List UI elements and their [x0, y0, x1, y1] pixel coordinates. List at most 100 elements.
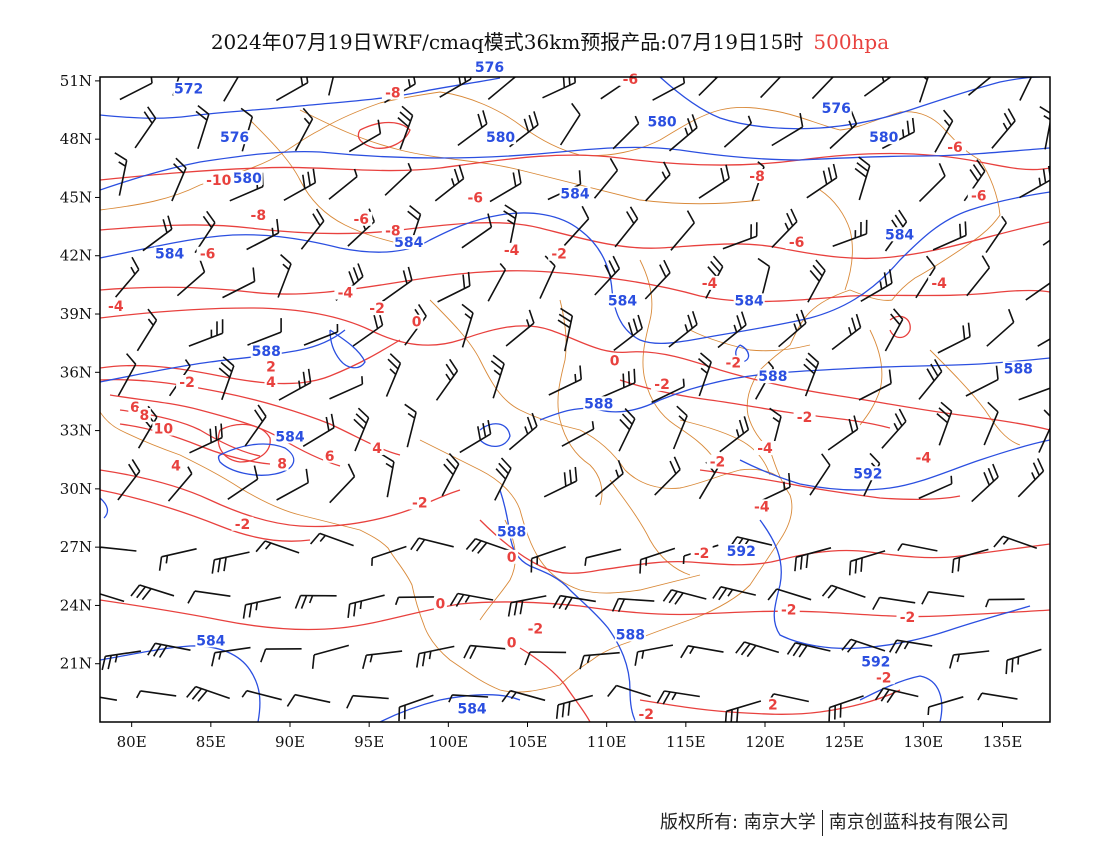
temperature-label-bg	[203, 172, 235, 187]
height-contour	[759, 519, 1031, 650]
wind-barb	[346, 694, 389, 709]
temperature-contour	[100, 221, 1050, 260]
wind-barb	[382, 266, 413, 302]
temperature-label: -4	[931, 276, 947, 292]
temperature-label: -2	[710, 455, 726, 471]
temperature-label-bg	[896, 610, 919, 625]
height-contour	[739, 439, 1050, 491]
wind-barb	[1042, 239, 1050, 246]
wind-barb	[114, 256, 140, 298]
wind-barb	[241, 689, 282, 701]
temperature-label-bg	[169, 458, 183, 473]
temperature-label: 10	[154, 422, 174, 438]
wind-barb	[119, 77, 153, 101]
wind-barb	[932, 221, 967, 251]
wind-barb	[584, 548, 622, 566]
province-border	[429, 299, 781, 489]
wind-barb	[557, 307, 574, 352]
height-label: 588	[616, 628, 645, 644]
wind-barb	[966, 255, 991, 297]
wind-barb	[601, 368, 636, 398]
wind-barb	[487, 77, 517, 101]
height-label: 584	[608, 293, 637, 309]
height-contour	[329, 329, 366, 369]
wind-barb	[449, 592, 494, 607]
temperature-label-bg	[793, 409, 816, 424]
temperature-label-bg	[505, 549, 519, 564]
wind-barb	[854, 156, 871, 201]
wind-barb	[441, 452, 460, 497]
temperature-label-bg	[370, 441, 384, 456]
wind-barb	[991, 108, 1016, 149]
lon-label: 120E	[745, 733, 785, 751]
temperature-label: 4	[372, 441, 382, 457]
height-label: 580	[869, 130, 898, 146]
temperature-label-bg	[505, 635, 519, 650]
wind-barb	[1025, 282, 1050, 301]
map-frame	[99, 76, 1051, 723]
wind-barb	[977, 692, 1018, 701]
wind-barb	[457, 110, 488, 147]
wind-barb	[639, 547, 676, 574]
temperature-label: 8	[139, 408, 149, 424]
temperature-label: -2	[551, 247, 567, 263]
temperature-label: -2	[638, 707, 654, 723]
lat-label: 48N	[60, 130, 92, 148]
temperature-label-bg	[706, 454, 729, 469]
wind-barb	[505, 309, 535, 347]
temperature-label: 0	[507, 550, 517, 566]
wind-barb	[371, 545, 407, 566]
temperature-label-bg	[872, 670, 895, 685]
wind-barb	[778, 309, 807, 348]
temperature-label: -2	[797, 410, 813, 426]
wind-barb	[328, 168, 358, 200]
temperature-contour	[100, 378, 401, 456]
wind-barb	[328, 77, 335, 96]
wind-barb	[594, 459, 624, 498]
wind-barb	[158, 548, 197, 571]
height-label: 584	[885, 227, 914, 243]
temperature-contour	[109, 394, 341, 467]
lon-label: 125E	[824, 733, 864, 751]
wind-barb	[311, 644, 350, 669]
temperature-label-bg	[231, 516, 254, 531]
temperature-label-bg	[548, 246, 571, 261]
wind-barb	[607, 684, 651, 698]
temperature-label: 2	[266, 359, 276, 375]
height-label-bg	[456, 701, 488, 716]
wind-barb	[434, 164, 465, 202]
height-label: 584	[457, 701, 486, 717]
temperature-label: 6	[325, 449, 335, 465]
temperature-label-bg	[777, 602, 800, 617]
height-label-bg	[496, 524, 528, 539]
wind-barb	[101, 650, 142, 671]
height-label-bg	[154, 246, 186, 261]
wind-barb	[848, 550, 886, 576]
wind-barb	[829, 110, 858, 150]
lat-label: 27N	[60, 538, 92, 556]
height-label: 576	[220, 130, 249, 146]
temperature-label: 4	[171, 458, 181, 474]
temperature-label: -6	[947, 140, 963, 156]
height-label-bg	[474, 60, 505, 75]
wind-barb	[277, 254, 292, 298]
wind-barb	[563, 205, 590, 246]
temperature-label: -2	[179, 375, 195, 391]
temperature-label-bg	[944, 139, 966, 154]
temperature-label-bg	[698, 275, 721, 290]
wind-barb	[437, 271, 471, 303]
lon-label: 135E	[983, 733, 1023, 751]
wind-barb	[921, 591, 965, 605]
wind-barb	[897, 543, 938, 552]
temperature-label: -8	[749, 169, 765, 185]
wind-barb	[760, 77, 782, 99]
wind-barb	[612, 115, 640, 150]
wind-barb	[559, 102, 581, 146]
height-label-bg	[868, 130, 900, 145]
wind-barb	[613, 314, 643, 352]
wind-barb	[435, 358, 459, 401]
lat-label: 42N	[60, 247, 92, 265]
wind-barb	[594, 255, 621, 296]
height-contour	[100, 77, 501, 119]
wind-barb	[489, 169, 522, 203]
